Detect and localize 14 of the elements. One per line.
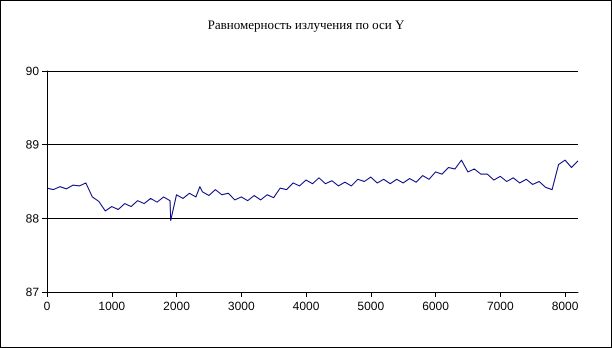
- x-tick-label: 7000: [486, 299, 514, 313]
- y-tick-label: 90: [26, 64, 40, 78]
- x-tick-label: 8000: [552, 299, 579, 313]
- x-tick-label: 6000: [422, 299, 450, 313]
- x-tick-label: 3000: [228, 299, 255, 313]
- y-tick-label: 87: [26, 285, 40, 299]
- x-tick-label: 1000: [98, 299, 126, 313]
- y-tick-label: 89: [26, 138, 40, 152]
- chart-title: Равномерность излучения по оси Y: [208, 17, 405, 32]
- x-tick-label: 4000: [292, 299, 320, 313]
- y-tick-label: 88: [26, 211, 40, 226]
- x-tick-label: 0: [44, 299, 51, 313]
- x-tick-label: 2000: [163, 299, 190, 313]
- x-tick-label: 5000: [357, 299, 384, 313]
